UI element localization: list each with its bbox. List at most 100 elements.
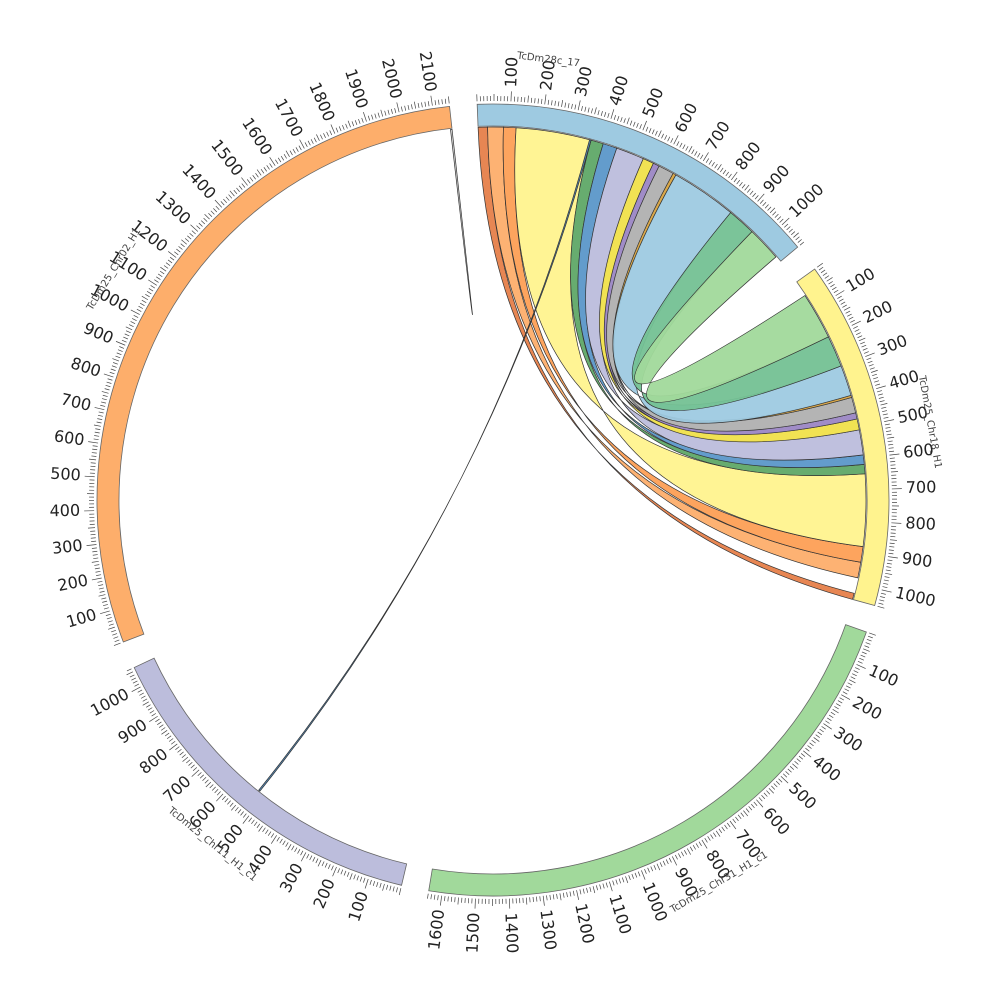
minor-tick: [814, 737, 820, 741]
minor-tick: [879, 600, 884, 601]
minor-tick: [788, 769, 792, 772]
major-tick: [643, 121, 647, 130]
minor-tick: [92, 561, 99, 562]
minor-tick: [645, 869, 647, 874]
minor-tick: [637, 123, 639, 128]
minor-tick: [680, 143, 682, 147]
minor-tick: [96, 571, 101, 572]
minor-tick: [888, 553, 893, 554]
minor-tick: [822, 726, 826, 729]
tick-label: 200: [860, 297, 896, 327]
minor-tick: [819, 267, 823, 270]
minor-tick: [281, 156, 284, 160]
minor-tick: [350, 873, 352, 880]
minor-tick: [878, 606, 885, 608]
minor-tick: [138, 690, 142, 692]
minor-tick: [95, 568, 100, 569]
minor-tick: [846, 311, 850, 313]
minor-tick: [355, 120, 357, 125]
minor-tick: [92, 453, 97, 454]
minor-tick: [316, 859, 318, 863]
minor-tick: [769, 788, 774, 793]
major-tick: [87, 545, 97, 546]
minor-tick: [793, 233, 798, 238]
minor-tick: [344, 871, 346, 876]
minor-tick: [230, 191, 235, 196]
minor-tick: [98, 585, 103, 586]
tick-label: 1800: [305, 79, 339, 124]
minor-tick: [885, 424, 890, 425]
major-tick: [92, 578, 102, 580]
minor-tick: [655, 131, 657, 136]
minor-tick: [535, 98, 536, 103]
minor-tick: [96, 575, 101, 576]
minor-tick: [776, 781, 780, 785]
minor-tick: [323, 133, 325, 138]
minor-tick: [604, 112, 605, 117]
minor-tick: [598, 110, 599, 115]
minor-tick: [881, 403, 888, 405]
minor-tick: [829, 715, 833, 718]
minor-tick: [236, 188, 239, 192]
tick-label: 400: [49, 501, 80, 521]
minor-tick: [189, 762, 193, 765]
minor-tick: [856, 333, 861, 335]
tick-label: 1900: [341, 66, 372, 111]
minor-tick: [239, 186, 242, 190]
minor-tick: [754, 802, 757, 806]
minor-tick: [746, 808, 749, 812]
minor-tick: [780, 219, 784, 222]
minor-tick: [435, 100, 436, 105]
minor-tick: [305, 142, 307, 146]
minor-tick: [823, 273, 827, 276]
minor-tick: [290, 151, 293, 155]
minor-tick: [784, 224, 788, 227]
minor-tick: [427, 894, 428, 899]
minor-tick: [129, 325, 134, 327]
minor-tick: [255, 173, 258, 177]
minor-tick: [723, 170, 726, 174]
minor-tick: [887, 563, 892, 564]
minor-tick: [155, 719, 159, 722]
tick-label: 600: [759, 803, 793, 838]
minor-tick: [348, 121, 350, 128]
minor-tick: [836, 704, 840, 707]
minor-tick: [267, 165, 270, 169]
minor-tick: [316, 134, 319, 140]
minor-tick: [139, 306, 143, 308]
minor-tick: [586, 888, 587, 893]
minor-tick: [383, 884, 385, 891]
minor-tick: [408, 105, 409, 110]
minor-tick: [749, 806, 752, 810]
tick-label: 600: [671, 100, 702, 136]
minor-tick: [862, 345, 867, 347]
minor-tick: [142, 300, 146, 302]
minor-tick: [827, 277, 833, 281]
minor-tick: [798, 239, 802, 242]
minor-tick: [850, 320, 854, 322]
major-tick: [331, 124, 335, 133]
minor-tick: [200, 775, 204, 778]
minor-tick: [310, 856, 312, 860]
minor-tick: [879, 397, 884, 398]
minor-tick: [331, 866, 333, 871]
minor-tick: [852, 674, 857, 676]
minor-tick: [716, 831, 720, 837]
minor-tick: [264, 167, 267, 171]
minor-tick: [94, 436, 99, 437]
minor-tick: [671, 138, 673, 142]
minor-tick: [699, 842, 702, 846]
tick-label: 800: [731, 138, 764, 174]
minor-tick: [684, 850, 686, 854]
minor-tick: [654, 865, 656, 870]
tick-label: 300: [875, 331, 910, 360]
minor-tick: [174, 252, 178, 255]
major-tick: [85, 476, 95, 477]
minor-tick: [191, 765, 195, 768]
segment-4: 1002003004005006007008009001000110012001…: [49, 50, 452, 646]
minor-tick: [411, 104, 412, 109]
minor-tick: [167, 736, 171, 739]
minor-tick: [855, 329, 860, 331]
minor-tick: [160, 271, 164, 274]
minor-tick: [363, 878, 365, 883]
